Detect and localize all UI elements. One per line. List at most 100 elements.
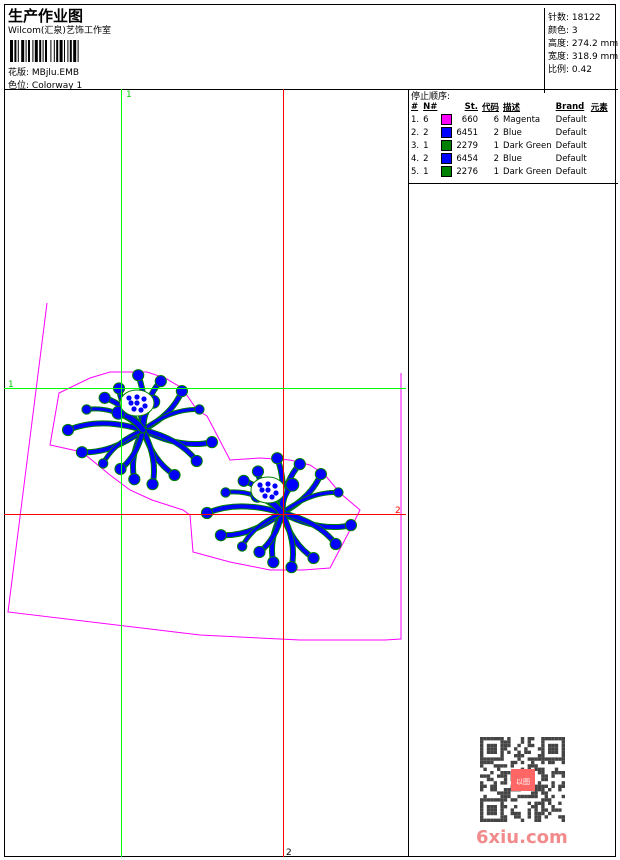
qr-module [531,743,535,748]
qr-module [551,771,555,775]
qr-module [531,805,535,809]
stop-row[interactable]: 5. 1 2276 1 Dark Green Default [409,165,610,178]
qr-module [483,737,487,741]
qr-module [486,805,491,809]
qr-module [561,740,565,744]
qr-module [548,798,552,802]
qr-module [531,760,535,765]
qr-module [534,818,538,822]
qr-module [548,747,552,751]
qr-module [527,811,531,816]
pattern-label: 花版: [8,68,30,78]
design-canvas[interactable]: 1 1 2 2 [4,89,409,858]
color-swatch [441,140,453,151]
col-brand: Brand [555,101,585,112]
petal-tip [333,487,344,498]
qr-module [541,757,545,761]
qr-module [486,760,491,765]
barcode-bar [67,40,69,62]
info-stitches: 针数: 18122 [548,13,601,23]
col-element: 元素 [590,102,608,113]
qr-module [537,771,542,775]
petal-tip [285,561,298,574]
qr-module [561,794,565,799]
qr-module [561,754,565,758]
qr-module [507,737,511,741]
qr-module [548,788,552,792]
qr-module [500,791,504,795]
qr-module [493,784,497,788]
qr-module [544,798,548,802]
row-brand: Default [555,153,587,164]
petal-tip [128,473,141,486]
barcode-bar [56,40,59,62]
qr-module [480,801,484,805]
row-index: 2. [411,127,420,138]
stop-row[interactable]: 3. 1 2279 1 Dark Green Default [409,139,610,152]
petal-tip [214,529,228,542]
row-needle: 1 [423,166,429,177]
qr-module [561,743,565,748]
qr-module [493,757,497,761]
barcode-bar [64,40,65,62]
qr-module [524,794,528,799]
qr-module [534,764,538,768]
qr-module [483,774,487,778]
qr-module [544,808,548,812]
petal-tip [344,519,358,532]
petal-tip [154,375,167,388]
qr-module [486,811,491,816]
qr-module [548,801,552,805]
seed-dot [259,487,265,493]
row-needle: 2 [423,153,429,164]
qr-module [548,743,552,748]
qr-module [490,743,494,748]
qr-module [510,798,514,802]
petal [66,421,145,432]
qr-module [483,760,487,765]
barcode-bar [28,40,30,62]
stop-row[interactable]: 2. 2 6451 2 Blue Default [409,126,610,139]
qr-module [561,784,565,788]
qr-module [541,784,545,788]
qr-module [527,794,531,799]
qr-module [503,791,508,795]
qr-module [537,811,542,816]
petal-tip [114,462,127,476]
qr-module [520,794,525,799]
qr-module [493,811,497,816]
qr-module [534,757,538,761]
qr-module [541,737,545,741]
qr-module [486,737,491,741]
qr-module [514,754,518,758]
qr-module [514,805,518,809]
seal-icon [511,769,535,791]
qr-module [503,747,508,751]
qr-module [534,794,538,799]
row-description: Magenta [503,114,541,125]
stop-row[interactable]: 4. 2 6454 2 Blue Default [409,152,610,165]
qr-module [510,760,514,765]
row-code: 1 [493,166,500,177]
row-index: 5. [411,166,420,177]
qr-module [527,743,531,748]
qr-module [517,815,521,819]
qr-module [554,757,559,761]
frame-outline [7,302,402,641]
qr-module [500,808,504,812]
row-needle: 2 [423,127,429,138]
qr-module [510,808,514,812]
qr-module [493,750,497,754]
qr-module [561,774,565,778]
qr-module [544,757,548,761]
petal-tip [146,478,159,491]
row-needle: 1 [423,140,429,151]
barcode-bar [14,40,17,62]
row-description: Blue [503,153,522,164]
seed-dot [269,494,275,500]
qr-module [544,777,548,782]
stop-row[interactable]: 1. 6 660 6 Magenta Default [409,113,610,126]
qr-module [500,743,504,748]
qr-module [544,774,548,778]
barcode [10,40,79,62]
